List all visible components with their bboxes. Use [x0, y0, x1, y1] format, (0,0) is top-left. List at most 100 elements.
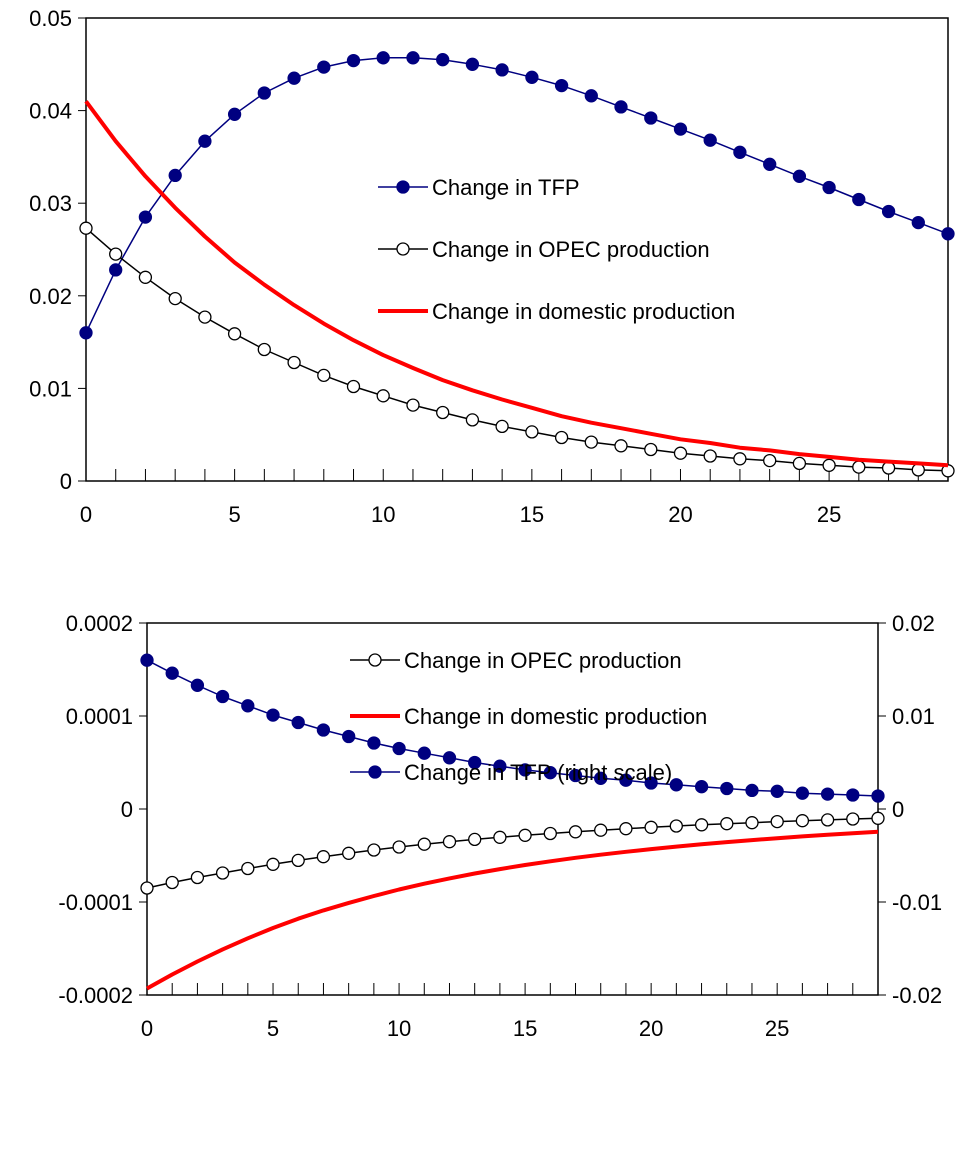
data-point	[287, 71, 301, 85]
data-point	[733, 452, 747, 466]
x-tick-label: 20	[668, 502, 692, 527]
data-point	[468, 755, 482, 770]
data-point	[644, 820, 658, 834]
data-point	[215, 689, 230, 704]
x-tick-label: 25	[765, 1016, 789, 1041]
legend-label: Change in TFP	[432, 175, 580, 200]
data-point	[770, 814, 784, 829]
data-point	[165, 666, 179, 680]
y-tick-label: 0.05	[29, 6, 72, 31]
series-change-in-opec-production	[79, 221, 955, 478]
data-point	[317, 368, 331, 383]
data-point	[465, 413, 480, 427]
data-point	[568, 768, 583, 783]
legend-label: Change in domestic production	[432, 299, 735, 324]
data-point	[673, 446, 688, 460]
data-point	[198, 134, 212, 148]
data-point	[227, 107, 242, 121]
data-point	[190, 678, 205, 692]
data-point	[367, 736, 381, 750]
data-point	[795, 786, 810, 800]
data-point	[745, 783, 759, 798]
data-point	[720, 781, 734, 796]
y-tick-label: -0.0002	[58, 983, 133, 1008]
data-point	[763, 157, 777, 171]
legend-label: Change in TFP (right scale)	[404, 760, 672, 785]
y-tick-label: 0.03	[29, 191, 72, 216]
plot-frame	[146, 622, 879, 996]
data-point	[79, 326, 93, 340]
data-point	[518, 763, 532, 777]
y-tick-label: 0	[60, 469, 72, 494]
x-tick-label: 10	[387, 1016, 411, 1041]
data-point	[291, 853, 305, 868]
x-tick-label: 5	[228, 502, 240, 527]
data-point	[140, 881, 154, 895]
data-point	[543, 826, 557, 841]
series-change-in-domestic-production	[146, 829, 879, 991]
series-line	[146, 817, 879, 889]
data-point	[495, 63, 509, 77]
x-tick-label: 0	[141, 1016, 153, 1041]
series-change-in-tfp-right-scale	[140, 653, 885, 803]
data-point	[703, 449, 717, 463]
data-point	[694, 818, 709, 832]
data-point	[852, 460, 866, 474]
data-point	[257, 342, 271, 357]
data-point	[792, 456, 807, 471]
data-point	[669, 819, 683, 833]
data-point	[941, 227, 955, 241]
data-point	[316, 850, 331, 864]
data-point	[168, 291, 182, 306]
legend-swatch-marker	[396, 242, 410, 256]
data-point	[720, 817, 734, 831]
data-point	[376, 51, 390, 65]
data-point	[241, 861, 255, 876]
y2-tick-label: 0	[892, 797, 904, 822]
series-change-in-tfp	[79, 51, 955, 340]
x-tick-label: 10	[371, 502, 395, 527]
legend-label: Change in OPEC production	[432, 237, 710, 262]
data-point	[822, 180, 836, 195]
data-point	[266, 708, 280, 722]
y-tick-label: 0.04	[29, 99, 72, 124]
data-point	[795, 814, 810, 828]
data-point	[852, 192, 866, 207]
legend-swatch-marker	[368, 653, 382, 667]
data-point	[614, 100, 628, 114]
data-point	[465, 57, 480, 71]
data-point	[543, 766, 557, 780]
data-point	[644, 776, 658, 790]
legend-swatch-marker	[396, 180, 410, 194]
data-point	[846, 788, 860, 802]
series-change-in-opec-production	[140, 811, 885, 895]
data-point	[406, 398, 420, 412]
data-point	[584, 89, 598, 103]
y-tick-label: 0.0002	[66, 611, 133, 636]
x-tick-label: 20	[639, 1016, 663, 1041]
data-point	[763, 453, 777, 468]
data-point	[342, 846, 356, 860]
data-point	[619, 773, 633, 787]
legend-swatch-marker	[368, 765, 382, 779]
data-point	[317, 60, 331, 74]
data-point	[417, 837, 431, 851]
data-point	[745, 816, 759, 830]
data-point	[871, 789, 885, 803]
data-point	[594, 771, 608, 785]
data-point	[468, 832, 482, 847]
data-point	[109, 247, 123, 261]
data-point	[881, 204, 896, 219]
x-tick-label: 15	[513, 1016, 537, 1041]
data-point	[215, 866, 230, 880]
y-tick-label: 0.0001	[66, 704, 133, 729]
data-point	[287, 355, 301, 370]
data-point	[109, 263, 123, 277]
x-tick-label: 15	[520, 502, 544, 527]
data-point	[820, 787, 835, 801]
data-point	[525, 425, 539, 439]
y-tick-label: 0.02	[29, 284, 72, 309]
data-point	[568, 825, 583, 839]
data-point	[138, 270, 153, 284]
data-point	[241, 699, 255, 713]
